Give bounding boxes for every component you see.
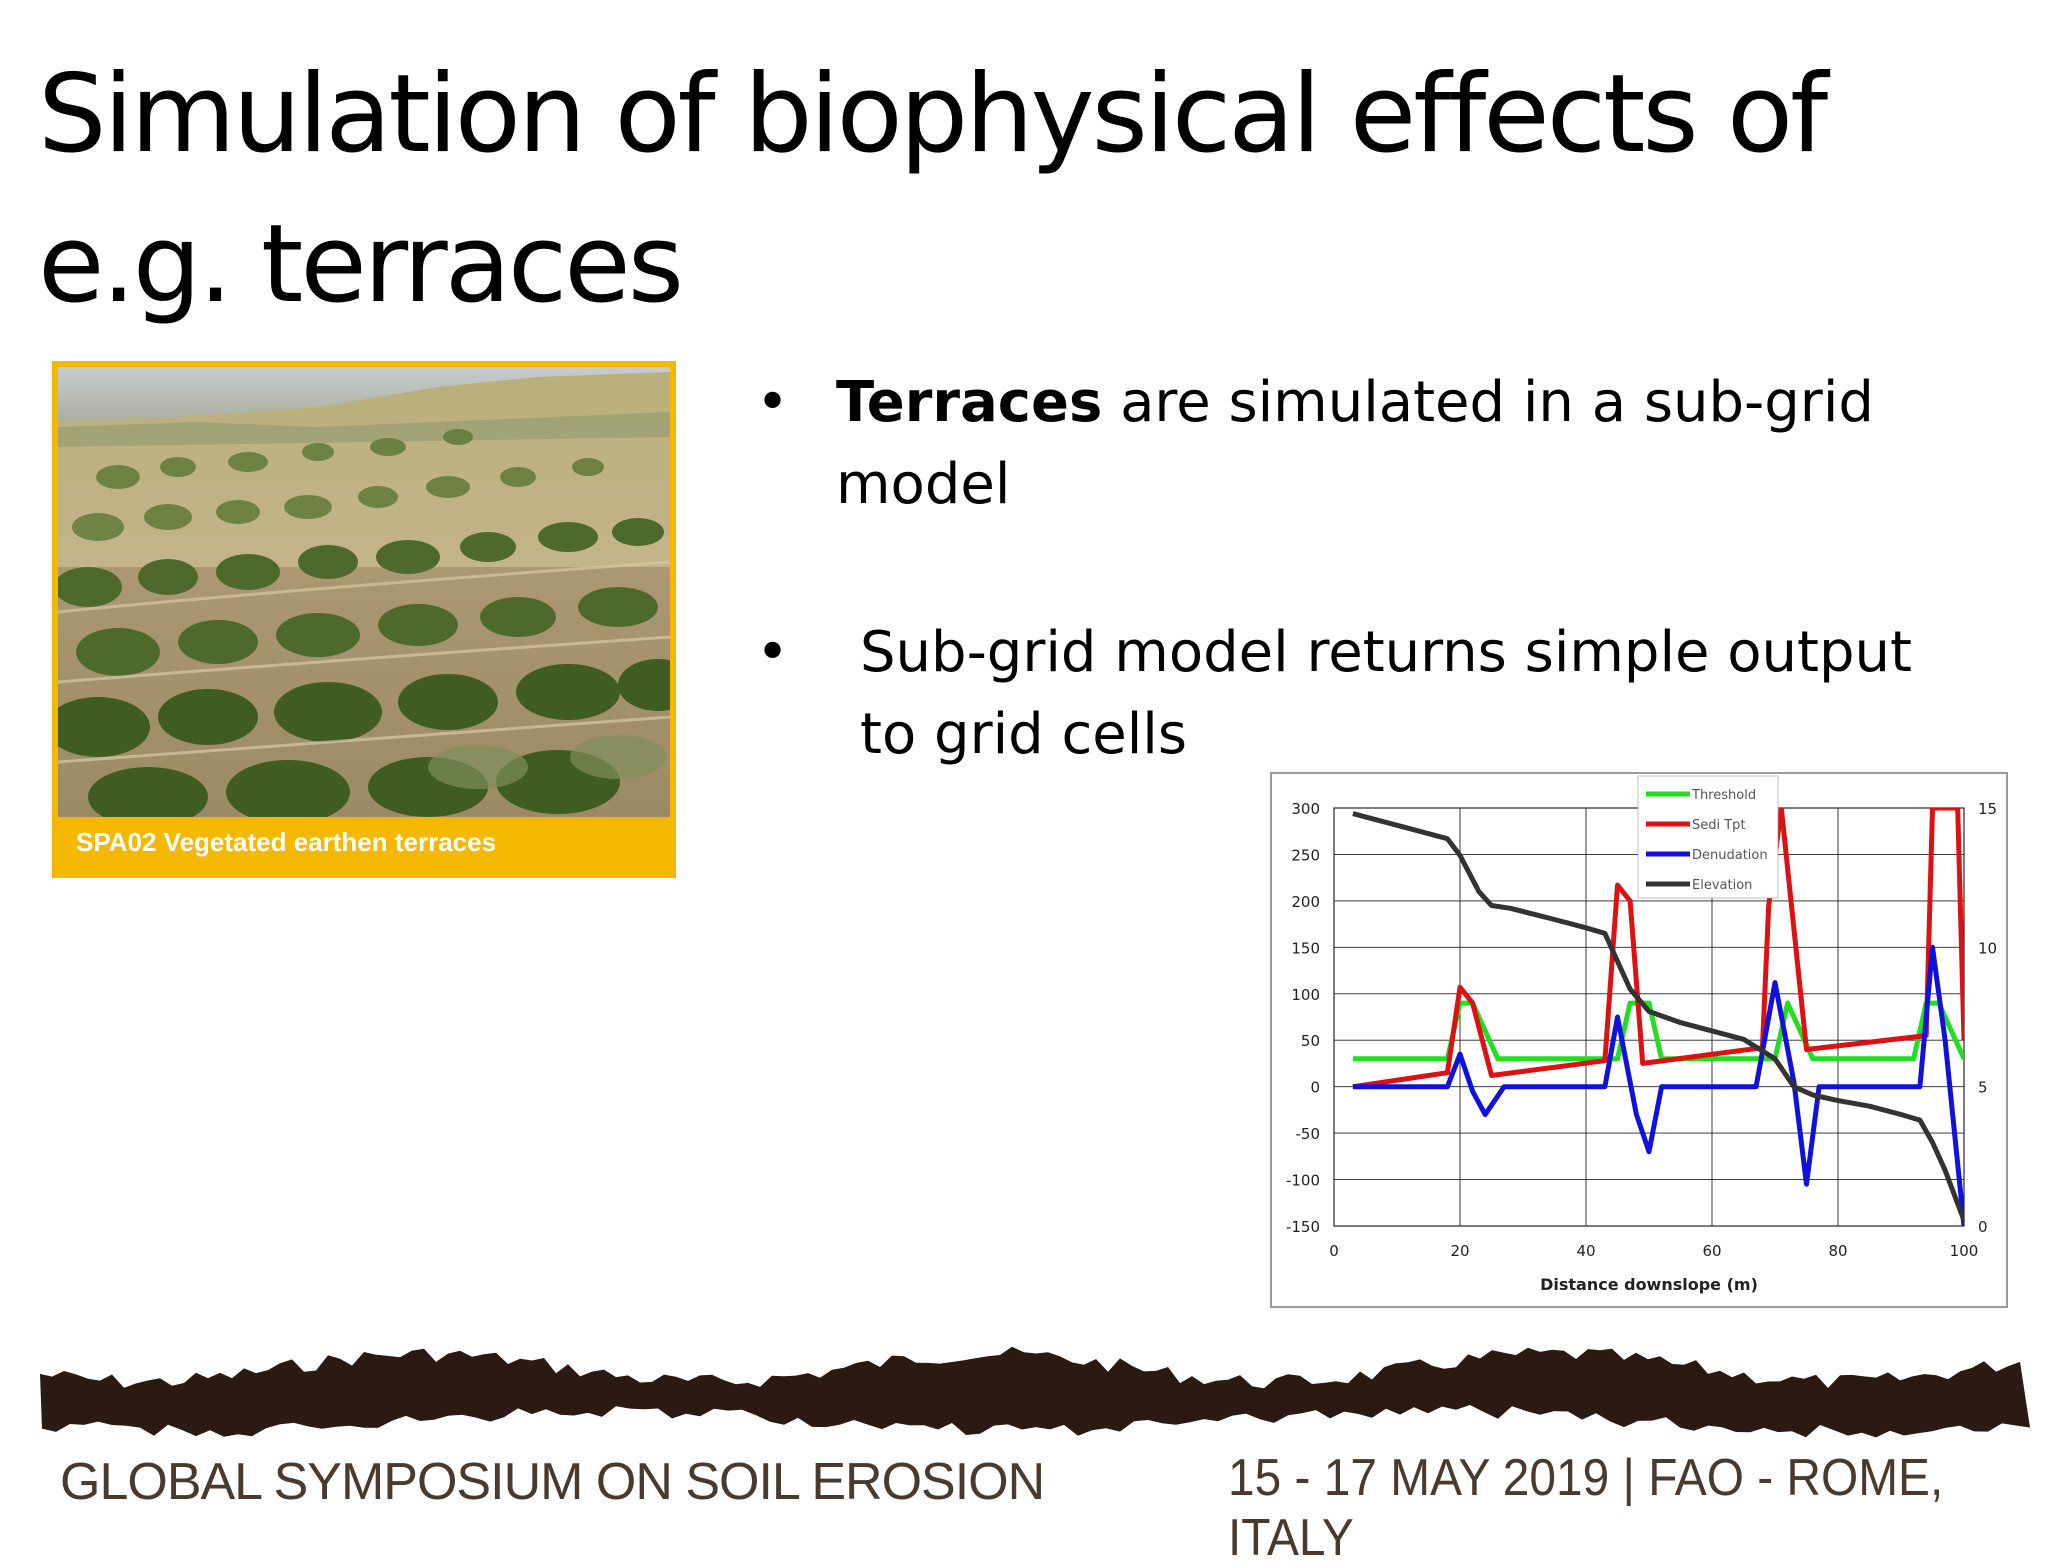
- terraces-photo: [58, 367, 670, 817]
- legend-label: Threshold: [1691, 788, 1756, 803]
- y2-tick-label: 0: [1978, 1218, 1988, 1236]
- y-tick-label: -100: [1286, 1172, 1320, 1190]
- series-line-elevation: [1352, 811, 1964, 1222]
- bullet-rest: are simulated in a sub-grid model: [836, 370, 1874, 517]
- series-line-denudation: [1352, 944, 1964, 1226]
- y-tick-label: 300: [1291, 800, 1320, 818]
- y-tick-label: 100: [1291, 986, 1320, 1004]
- legend-label: Sedi Tpt: [1692, 818, 1746, 833]
- y-tick-label: 200: [1291, 893, 1320, 911]
- photo-caption: SPA02 Vegetated earthen terraces: [76, 827, 497, 857]
- bullet-bold: Terraces: [836, 370, 1103, 435]
- slide-title: Simulation of biophysical effects of e.g…: [38, 52, 1828, 327]
- photo-card: SPA02 Vegetated earthen terraces: [52, 361, 676, 878]
- soil-band: [0, 1336, 2048, 1536]
- x-tick-label: 60: [1702, 1242, 1721, 1260]
- bullet-marker: •: [756, 370, 790, 435]
- y-tick-label: 150: [1291, 939, 1320, 957]
- series-line-sedi-tpt: [1352, 808, 1964, 1090]
- bullet-text: Sub-grid model returns simple output to …: [860, 620, 1912, 767]
- y2-tick-label: 5: [1978, 1079, 1988, 1097]
- bullet-text: Terraces are simulated in a sub-grid mod…: [836, 362, 1936, 526]
- legend-label: Denudation: [1692, 848, 1768, 863]
- footer-event-name: GLOBAL SYMPOSIUM ON SOIL EROSION: [60, 1453, 1045, 1511]
- terrace-chart: 300 250 200 150 100 50 0 -50 -100 -150 0 20 40 60 80 10…: [1270, 772, 2008, 1308]
- footer-event-date: 15 - 17 MAY 2019 | FAO - ROME, ITALY: [1228, 1449, 1944, 1567]
- y-tick-label: 0: [1310, 1079, 1320, 1097]
- y2-tick-label: 15: [1978, 800, 1997, 818]
- x-tick-label: 80: [1828, 1242, 1847, 1260]
- y-tick-label: -150: [1286, 1218, 1320, 1236]
- x-tick-label: 20: [1450, 1242, 1469, 1260]
- y-tick-label: -50: [1296, 1125, 1321, 1143]
- legend-label: Elevation: [1692, 878, 1752, 893]
- y2-tick-label: 10: [1978, 939, 1997, 957]
- x-tick-label: 40: [1576, 1242, 1595, 1260]
- x-axis-label: Distance downslope (m): [1540, 1275, 1758, 1294]
- y-tick-label: 50: [1301, 1032, 1320, 1050]
- y-tick-label: 250: [1291, 846, 1320, 864]
- x-tick-label: 0: [1329, 1242, 1339, 1260]
- bullet-marker: •: [756, 620, 790, 685]
- x-tick-label: 100: [1950, 1242, 1979, 1260]
- series-line-threshold: [1352, 1000, 1964, 1062]
